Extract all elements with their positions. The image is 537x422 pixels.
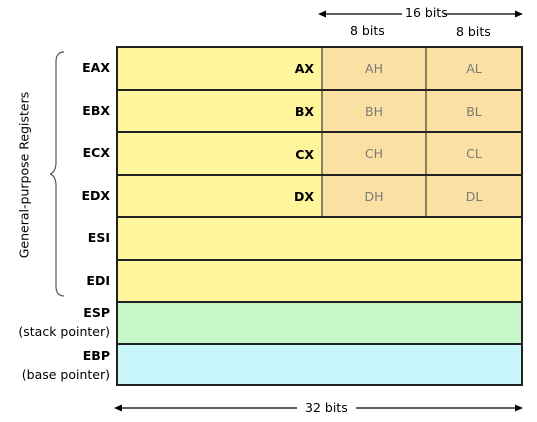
register-name-edx: EDX bbox=[81, 188, 110, 203]
register-row-ebx: BX BH BL bbox=[116, 89, 523, 131]
register-name-esp: ESP bbox=[83, 305, 110, 320]
bits32-arrow bbox=[114, 404, 523, 412]
register-name-esi: ESI bbox=[87, 230, 110, 245]
byte-cell-dl: DL bbox=[425, 176, 521, 216]
byte-cell-cl: CL bbox=[425, 133, 521, 174]
bits8-high-label: 8 bits bbox=[350, 23, 385, 38]
sub16-label-cx: CX bbox=[295, 147, 314, 162]
register-name-ecx: ECX bbox=[82, 145, 110, 160]
register-row-esi bbox=[116, 216, 523, 259]
register-row-edi bbox=[116, 259, 523, 301]
bits16-label: 16 bits bbox=[405, 5, 448, 20]
register-row-ebp bbox=[116, 343, 523, 386]
register-name-edi: EDI bbox=[86, 273, 110, 288]
bits32-label: 32 bits bbox=[305, 400, 348, 415]
byte-cell-bl: BL bbox=[425, 91, 521, 131]
byte-cell-ch: CH bbox=[321, 133, 425, 174]
register-desc-ebp: (base pointer) bbox=[21, 367, 110, 382]
byte-cell-dh: DH bbox=[321, 176, 425, 216]
bits8-low-label: 8 bits bbox=[456, 24, 491, 39]
general-purpose-brace bbox=[50, 51, 65, 297]
byte-cell-al: AL bbox=[425, 48, 521, 89]
register-name-eax: EAX bbox=[82, 60, 110, 75]
byte-cell-bh: BH bbox=[321, 91, 425, 131]
sub16-label-ax: AX bbox=[294, 61, 314, 76]
register-desc-esp: (stack pointer) bbox=[18, 324, 110, 339]
register-row-ecx: CX CH CL bbox=[116, 131, 523, 174]
register-name-ebp: EBP bbox=[82, 348, 110, 363]
sub16-label-dx: DX bbox=[293, 189, 314, 204]
sub16-label-bx: BX bbox=[294, 104, 314, 119]
register-name-ebx: EBX bbox=[82, 103, 110, 118]
register-row-edx: DX DH DL bbox=[116, 174, 523, 216]
bits16-arrow bbox=[318, 10, 523, 18]
register-row-esp bbox=[116, 301, 523, 343]
register-row-eax: AX AH AL bbox=[116, 46, 523, 89]
byte-cell-ah: AH bbox=[321, 48, 425, 89]
